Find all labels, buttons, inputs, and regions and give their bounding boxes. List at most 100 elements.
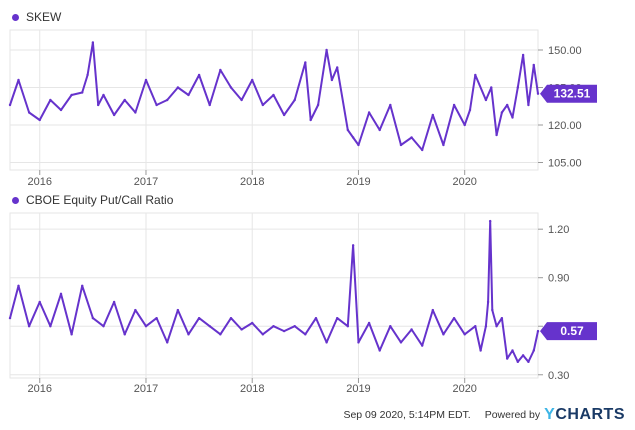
data-point-put-call: [431, 308, 435, 312]
data-point-skew: [452, 103, 456, 107]
data-point-put-call: [351, 244, 355, 247]
data-point-skew: [282, 113, 286, 117]
data-point-put-call: [536, 329, 540, 333]
data-point-put-call: [479, 349, 482, 352]
data-point-put-call: [219, 333, 222, 336]
data-point-skew: [155, 103, 158, 107]
data-point-skew: [351, 136, 355, 139]
data-point-skew: [272, 93, 275, 97]
x-tick-label-put-call: 2019: [346, 383, 370, 395]
data-point-put-call: [123, 333, 126, 336]
data-point-skew: [49, 98, 52, 102]
y-tick-label-skew: 150.00: [548, 45, 582, 57]
data-point-skew: [346, 128, 350, 132]
data-point-skew: [463, 123, 466, 127]
data-point-skew: [325, 48, 328, 52]
ycharts-logo-y: Y: [544, 406, 556, 423]
data-point-put-call: [240, 328, 243, 331]
y-tick-label-put-call: 1.20: [548, 224, 569, 236]
x-tick-label-skew: 2016: [28, 176, 52, 188]
data-point-skew: [166, 98, 169, 102]
data-point-skew: [144, 78, 148, 82]
x-tick-label-skew: 2019: [346, 176, 370, 188]
data-point-skew: [442, 143, 445, 147]
data-point-put-call: [442, 333, 445, 336]
data-point-put-call: [486, 300, 490, 304]
data-point-skew: [17, 78, 20, 82]
y-tick-label-put-call: 0.30: [548, 370, 569, 382]
legend-put-call[interactable]: CBOE Equity Put/Call Ratio: [12, 193, 173, 207]
data-point-put-call: [488, 219, 492, 223]
data-point-skew: [187, 93, 190, 97]
data-point-put-call: [399, 341, 403, 344]
data-point-skew: [431, 113, 435, 117]
y-tick-label-skew: 120.00: [548, 120, 582, 132]
x-tick-label-put-call: 2016: [28, 383, 52, 395]
data-point-put-call: [155, 316, 158, 320]
data-point-skew: [484, 98, 488, 102]
data-point-put-call: [208, 325, 211, 328]
ycharts-logo[interactable]: YCHARTS: [544, 406, 625, 424]
series-line-put-call: [9, 220, 539, 363]
data-point-put-call: [293, 325, 296, 328]
y-tick-label-skew: 105.00: [548, 158, 582, 170]
data-point-skew: [330, 78, 334, 82]
data-point-put-call: [463, 333, 466, 336]
data-point-put-call: [81, 284, 84, 287]
legend-skew[interactable]: SKEW: [12, 10, 61, 24]
data-point-skew: [293, 98, 296, 102]
data-point-put-call: [495, 325, 498, 328]
data-point-skew: [316, 103, 320, 107]
data-point-put-call: [229, 316, 233, 320]
data-point-skew: [378, 128, 381, 132]
legend-marker-skew: [12, 13, 19, 21]
data-point-skew: [532, 63, 535, 67]
data-point-skew: [134, 111, 137, 114]
data-point-put-call: [532, 349, 535, 352]
data-point-put-call: [421, 344, 424, 347]
data-point-skew: [123, 98, 126, 102]
data-point-put-call: [91, 316, 95, 320]
data-point-put-call: [282, 329, 286, 333]
data-point-skew: [495, 133, 498, 137]
data-point-skew: [38, 118, 41, 122]
data-point-put-call: [346, 325, 350, 328]
data-point-put-call: [102, 325, 105, 328]
legend-label-put-call: CBOE Equity Put/Call Ratio: [26, 193, 174, 207]
last-value-flag-put-call: [540, 322, 597, 341]
data-point-put-call: [357, 341, 360, 344]
data-point-put-call: [17, 284, 20, 287]
x-tick-label-put-call: 2020: [452, 383, 476, 395]
data-point-put-call: [325, 341, 328, 344]
data-point-skew: [410, 136, 413, 139]
data-point-put-call: [336, 316, 339, 320]
data-point-put-call: [8, 316, 12, 320]
data-point-skew: [8, 103, 12, 107]
data-point-put-call: [484, 325, 488, 328]
data-point-skew: [112, 113, 116, 117]
data-point-skew: [27, 111, 31, 114]
data-point-put-call: [59, 292, 63, 296]
data-point-skew: [490, 86, 493, 89]
data-point-put-call: [176, 308, 180, 312]
last-value-flag-skew: [540, 84, 597, 103]
data-point-skew: [59, 108, 63, 112]
data-point-put-call: [314, 316, 318, 320]
data-point-put-call: [187, 333, 190, 336]
data-point-put-call: [38, 300, 41, 304]
data-point-put-call: [112, 300, 116, 304]
data-point-skew: [521, 53, 525, 57]
data-point-skew: [91, 41, 95, 44]
data-point-skew: [500, 111, 504, 114]
data-point-put-call: [261, 333, 265, 336]
data-point-skew: [261, 103, 265, 107]
data-point-put-call: [144, 325, 148, 328]
ycharts-logo-rest: CHARTS: [555, 406, 625, 423]
data-point-put-call: [516, 360, 520, 364]
data-point-skew: [176, 86, 180, 89]
data-point-skew: [367, 111, 371, 114]
data-point-skew: [251, 78, 254, 82]
data-point-put-call: [272, 325, 275, 328]
y-tick-label-put-call: 0.90: [548, 273, 569, 285]
